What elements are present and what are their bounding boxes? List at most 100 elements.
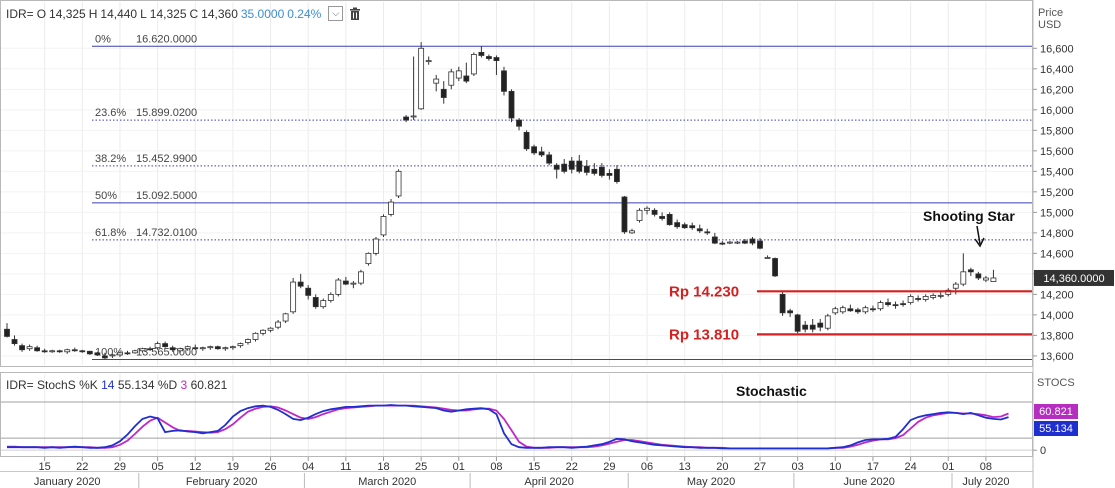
candle-body [990,277,997,282]
candle [734,241,741,245]
candle-body [629,230,635,234]
candle [568,156,575,174]
candle-body [734,241,741,244]
fib-level-pct: 50% [95,190,117,202]
date-tick-label: 11 [340,461,351,473]
candle-body [192,347,199,350]
candle-body [117,352,123,356]
candle [470,52,477,76]
candle-body [516,119,522,127]
candle [11,335,18,346]
candle-body [49,350,56,353]
candle [862,305,869,314]
candle [817,318,824,332]
candle-body [794,314,801,332]
candle-body [199,347,206,350]
candle [132,349,138,354]
candle [410,56,417,121]
candle [207,345,214,350]
candle-body [395,170,402,197]
candle [975,271,982,281]
chevron-down-icon[interactable]: ⌵ [328,6,344,21]
date-tick-label: 17 [867,461,879,473]
candle-body [147,348,153,351]
candle-body [64,349,71,353]
price-tick-label: 14,000 [1040,310,1074,322]
candle-body [440,88,447,98]
candle-body [764,257,771,259]
candle [86,350,93,355]
date-tick-label: 01 [453,461,465,473]
month-label: June 2020 [843,476,894,488]
candle [64,348,71,354]
candle-body [320,300,327,308]
candle-body [162,343,169,348]
candle-body [598,166,605,176]
date-tick-label: 19 [227,461,239,473]
trash-icon[interactable] [348,7,362,21]
candle-body [207,346,214,349]
fib-level-value: 14.732.0100 [136,227,197,239]
candle [937,292,944,299]
candle [418,42,425,110]
candle [486,54,492,61]
candle [854,307,861,314]
candle-body [967,269,974,273]
candle [252,332,259,342]
candle-body [229,346,236,349]
candle-body [591,168,598,174]
candle [960,253,967,287]
stoch-d-period: 3 [180,378,188,392]
k-value-tag: 55.134 [1034,421,1078,436]
candle [199,346,206,351]
candle-body [787,310,794,314]
change-value: 35.0000 [240,6,285,21]
date-tick-label: 15 [39,461,51,473]
price-tick-label: 15,000 [1040,207,1074,219]
candle-body [501,70,507,92]
candle-body [907,296,914,303]
date-tick-label: 24 [904,461,916,473]
candle-body [854,309,861,313]
candle-body [124,352,131,355]
candle [101,352,108,359]
date-tick-label: 05 [151,461,163,473]
month-label: April 2020 [524,476,574,488]
candle [666,212,673,226]
candle-body [305,287,312,296]
candle [779,292,786,316]
stoch-symbol: IDR= [6,378,34,392]
candle [659,212,666,221]
candle [327,292,334,303]
candle-body [531,146,537,154]
candle [117,351,123,357]
candle [124,350,131,355]
candle [403,114,409,123]
high-label: H [88,6,98,21]
candle-body [169,347,176,351]
candle-body [373,238,379,254]
ohlc-legend: IDR= O 14,325 H 14,440 L 14,325 C 14,360… [6,6,362,21]
stoch-k-label: %K [79,378,98,392]
candle [719,241,726,246]
candle-body [282,313,289,322]
candle-body [704,231,711,234]
candle [162,341,169,348]
candle-body [79,350,86,353]
date-tick-label: 08 [490,461,502,473]
price-axis-title: Price [1038,7,1063,19]
candle [184,345,191,351]
candle [787,308,794,317]
candle [802,321,809,333]
candle-body [614,168,620,182]
close-value: 14,360 [201,6,238,21]
candle [297,273,304,289]
date-tick-label: 03 [792,461,804,473]
candle [538,146,545,157]
price-tick-label: 16,200 [1040,84,1074,96]
price-axis-currency: USD [1038,19,1061,31]
candle-body [937,295,944,297]
candle-body [486,56,492,59]
candle-body [388,201,394,215]
